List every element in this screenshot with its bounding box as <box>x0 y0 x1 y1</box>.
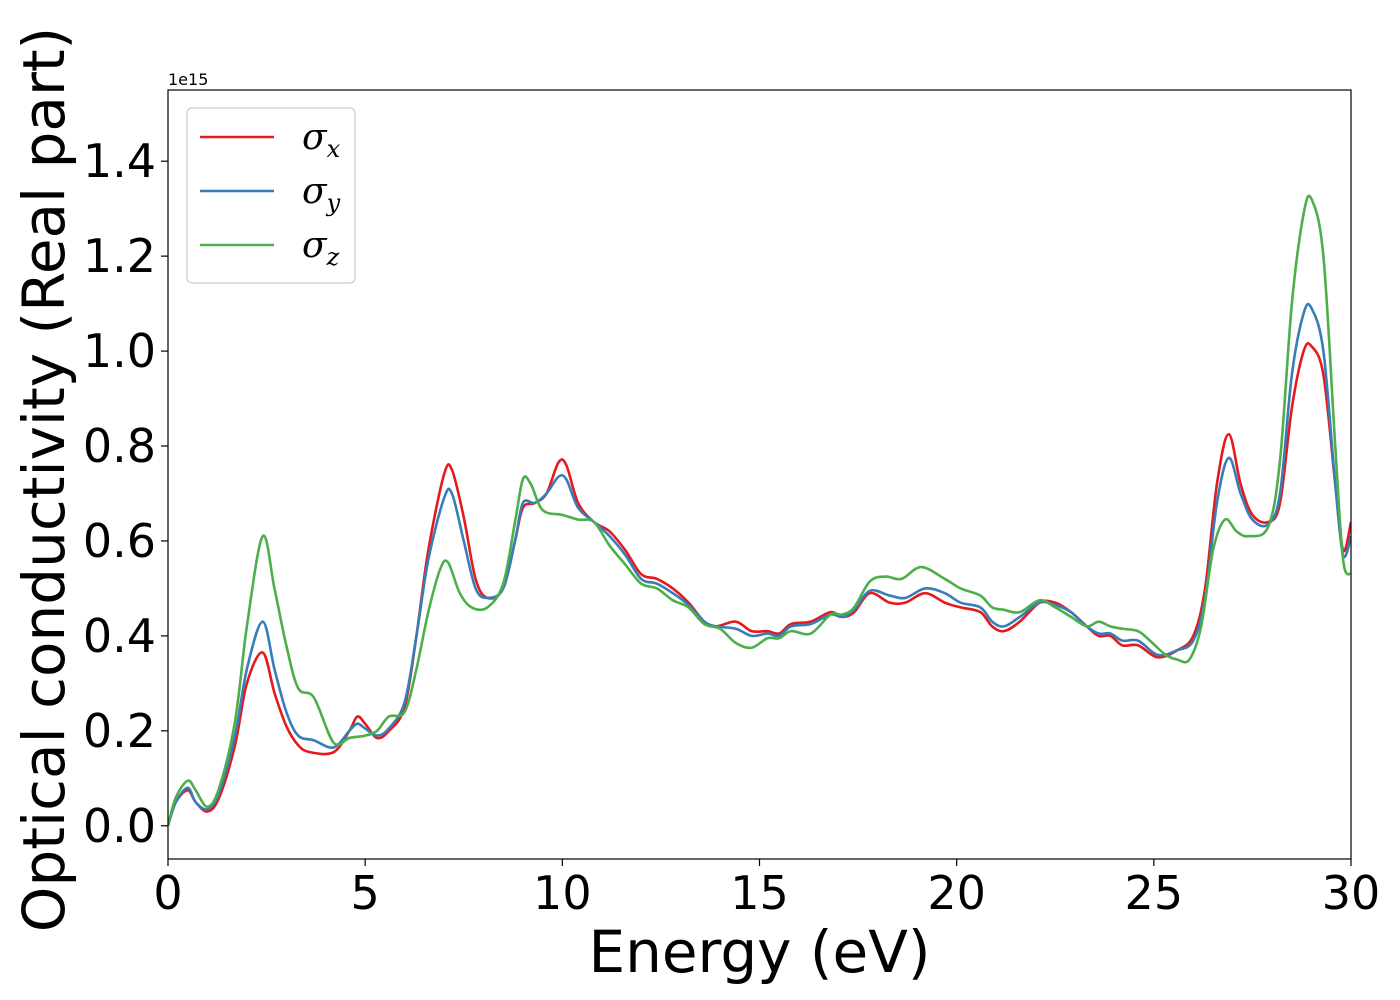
y-tick-label: 0.0 <box>83 799 156 853</box>
y-tick-label: 0.6 <box>83 514 156 568</box>
x-tick-label: 10 <box>533 866 592 920</box>
y-tick-label: 0.2 <box>83 704 156 758</box>
series-line-sigma-x <box>168 342 1351 827</box>
x-tick-label: 20 <box>927 866 986 920</box>
legend-label-sigma-y: σy <box>302 171 341 217</box>
y-axis-ticks: 0.0 0.2 0.4 0.6 0.8 1.0 1.2 1.4 <box>83 134 168 853</box>
x-axis-title: Energy (eV) <box>588 918 930 986</box>
y-tick-label: 0.4 <box>83 609 156 663</box>
series-line-sigma-y <box>168 302 1351 827</box>
x-tick-label: 0 <box>153 866 182 920</box>
legend-box <box>186 107 356 284</box>
y-axis-exponent-label: 1e15 <box>168 70 208 89</box>
x-tick-label: 5 <box>351 866 380 920</box>
series-line-sigma-z <box>168 194 1351 827</box>
series-layer <box>168 194 1351 827</box>
y-tick-label: 0.8 <box>83 419 156 473</box>
y-tick-label: 1.2 <box>83 229 156 283</box>
x-tick-label: 15 <box>730 866 789 920</box>
x-tick-label: 30 <box>1322 866 1381 920</box>
y-axis-title: Optical conductivity (Real part) <box>10 27 78 932</box>
legend: σx σy σz <box>186 107 356 284</box>
x-axis-ticks: 0 5 10 15 20 25 30 <box>153 859 1380 920</box>
y-tick-label: 1.0 <box>83 324 156 378</box>
legend-label-sigma-x: σx <box>302 117 341 163</box>
legend-label-sigma-z: σz <box>302 225 340 271</box>
x-tick-label: 25 <box>1125 866 1184 920</box>
y-tick-label: 1.4 <box>83 134 156 188</box>
